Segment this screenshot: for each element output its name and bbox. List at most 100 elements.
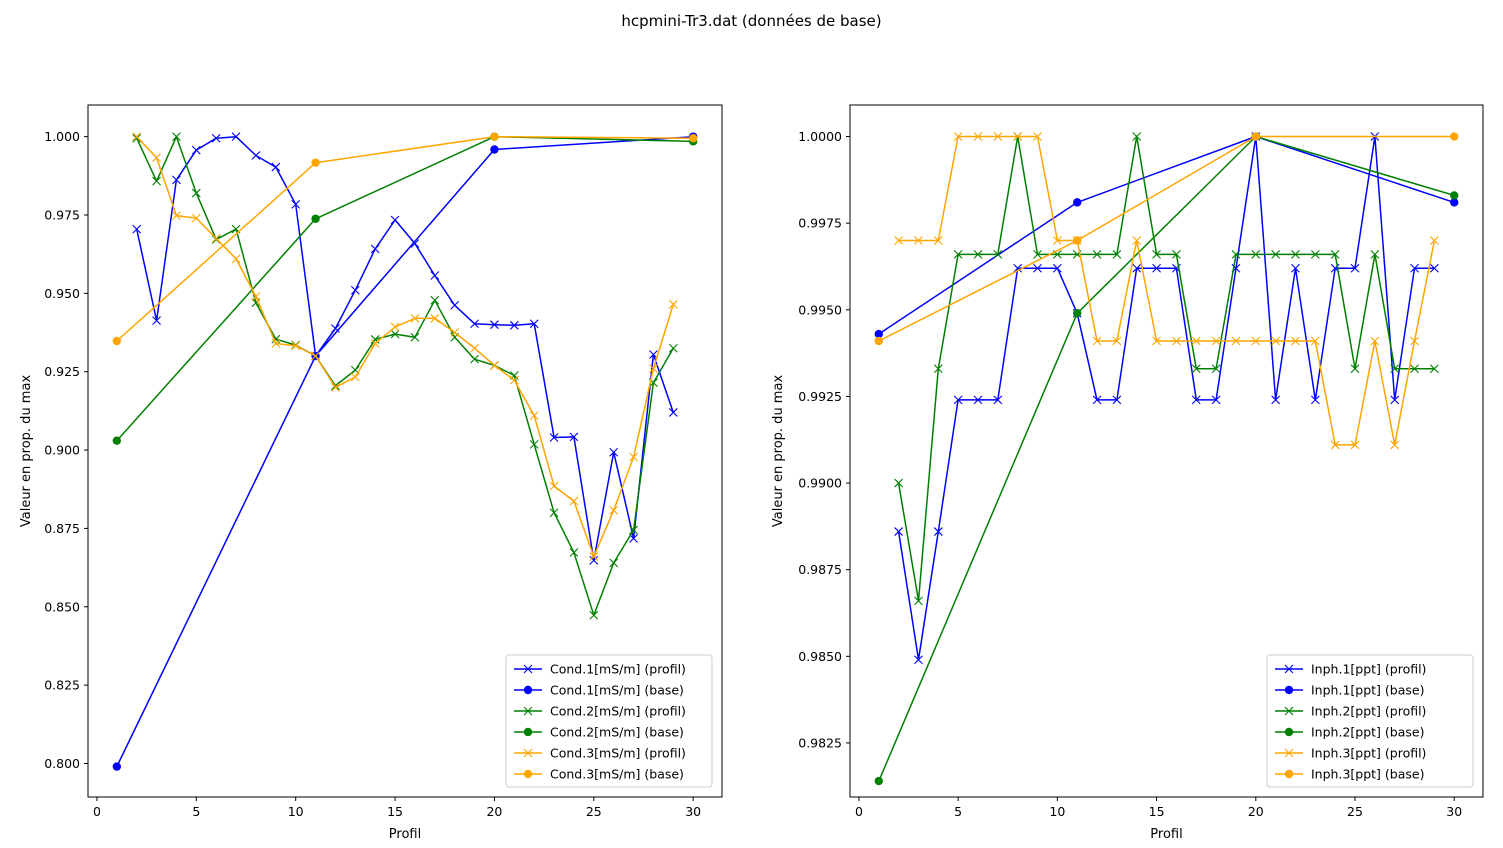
data-point [933,236,943,245]
data-point [1092,336,1102,346]
legend-item: Inph.2[ppt] (base) [1275,725,1424,740]
data-point [1390,395,1400,405]
y-tick-label: 0.950 [44,286,80,301]
data-point [1033,132,1042,141]
y-tick-label: 0.9925 [798,389,842,404]
data-point [1271,395,1281,405]
data-point [1013,263,1023,273]
data-point [211,133,221,143]
legend-marker [1284,664,1294,674]
data-point [450,300,460,310]
data-point [1271,249,1281,259]
data-point [1350,440,1360,450]
data-point [490,145,499,154]
data-point [1191,364,1201,374]
data-point [874,329,883,339]
data-point [549,481,559,491]
data-point [470,343,479,353]
data-point [470,354,479,364]
y-tick-label: 0.875 [44,521,80,536]
x-tick-label: 20 [1248,804,1264,819]
y-tick-label: 0.975 [44,208,80,223]
data-point [291,199,301,209]
data-point [350,372,360,382]
data-point [490,320,499,330]
data-point [1410,364,1419,374]
data-point [1251,249,1261,259]
data-point [1033,263,1042,273]
legend-label: Inph.1[ppt] (base) [1311,683,1424,698]
y-tick-label: 0.825 [44,678,80,693]
series-line-6 [878,135,1455,342]
data-point [1330,249,1340,259]
data-point [993,395,1003,405]
data-point [490,132,499,141]
legend-label: Cond.3[mS/m] (profil) [550,746,686,761]
series-group [874,132,1459,786]
data-point [1152,249,1161,259]
legend-label: Cond.2[mS/m] (base) [550,725,684,740]
data-point [609,505,619,515]
y-tick-label: 1.000 [44,129,80,144]
legend-box [505,654,713,788]
legend-marker [1284,769,1294,779]
y-tick-label: 0.800 [44,756,80,771]
legend-item: Cond.1[mS/m] (profil) [514,662,686,677]
data-point [390,329,400,339]
series-group [112,132,698,771]
chart-panel-1: 0 5 10 15 20 25 30 0.800 0.825 0.850 0.875 0.900 0.9… [19,104,723,842]
data-point [1330,440,1340,450]
data-point [1350,364,1360,374]
data-point [1410,263,1419,273]
legend-label: Cond.3[mS/m] (base) [550,767,684,782]
data-point [629,525,638,535]
data-point [933,527,943,536]
data-point [569,496,579,506]
x-axis-label: Profil [1150,827,1182,842]
legend-marker [523,706,533,716]
data-point [1132,132,1142,141]
series-line-5 [136,136,675,558]
series-line-1 [897,135,1435,661]
legend-marker [523,727,533,737]
data-point [1172,336,1181,346]
data-point [1112,336,1122,346]
data-point [450,328,460,337]
data-point [509,320,519,330]
legend-label: Cond.1[mS/m] (profil) [550,662,686,677]
data-point [271,339,281,348]
x-tick-label: 5 [954,804,962,819]
data-point [410,314,420,323]
data-point [1291,249,1300,259]
x-tick-label: 0 [93,804,101,819]
legend-item: Cond.2[mS/m] (base) [514,725,684,740]
data-point [1390,440,1400,450]
data-point [1450,191,1459,200]
x-tick-label: 25 [586,804,602,819]
data-point [1350,263,1360,273]
legend-item: Cond.3[mS/m] (base) [514,767,684,782]
data-point [390,215,400,225]
data-point [874,336,883,346]
data-point [1211,364,1221,374]
y-tick-label: 0.9950 [798,302,842,317]
y-axis-label: Valeur en prop. du max [19,375,34,528]
data-point [1231,336,1241,346]
data-point [331,324,340,333]
data-point [894,527,904,536]
data-point [609,558,619,568]
y-tick-label: 0.9825 [798,735,842,750]
data-point [191,213,201,223]
data-point [470,319,479,329]
data-point [251,292,261,301]
data-point [668,299,678,309]
data-point [370,339,380,348]
data-point [1291,336,1300,346]
data-point [973,249,983,259]
series-line-4 [878,135,1455,782]
data-point [529,411,539,420]
legend-label: Inph.3[ppt] (profil) [1311,746,1426,761]
data-point [1390,364,1400,374]
data-point [112,762,122,771]
data-point [311,351,320,361]
